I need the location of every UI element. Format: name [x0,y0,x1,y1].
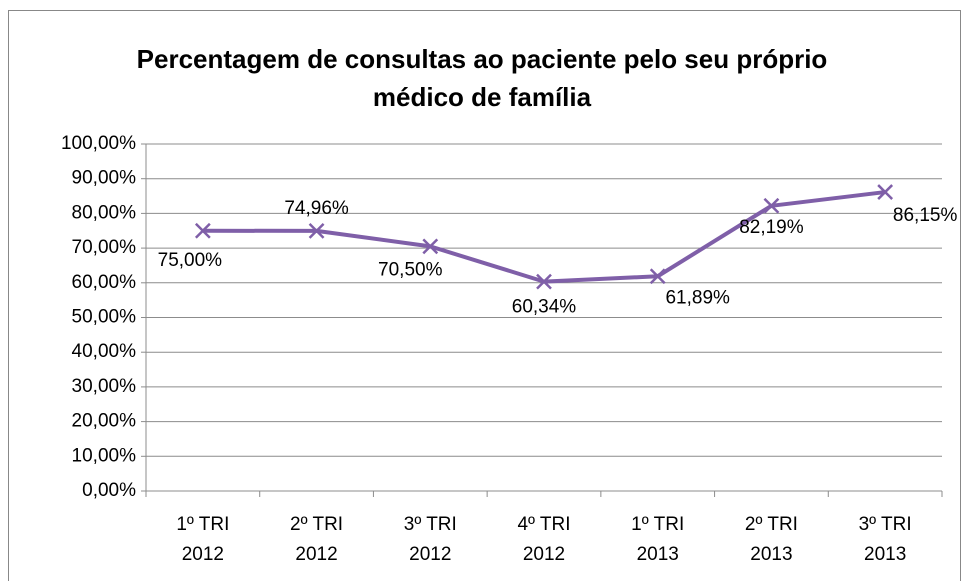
x-tick-label: 3º TRI [859,514,912,535]
data-label: 86,15% [893,205,958,226]
y-tick-label: 40,00% [72,341,137,362]
x-tick-label: 2012 [295,544,337,565]
x-tick-label: 3º TRI [404,514,457,535]
marker [877,184,894,200]
marker [422,238,439,255]
x-tick-label: 2013 [864,544,906,565]
marker [308,223,325,239]
x-tick-label: 2012 [523,544,565,565]
y-tick-label: 50,00% [72,307,137,328]
y-tick-label: 100,00% [61,133,136,154]
chart-border [8,10,961,581]
marker [763,197,780,214]
marker [194,222,211,239]
data-label: 75,00% [158,250,223,271]
x-tick-label: 2013 [637,544,679,565]
chart-title: Percentagem de consultas ao paciente pel… [136,44,828,112]
data-label: 82,19% [739,217,804,238]
y-tick-label: 0,00% [82,480,136,501]
y-tick-label: 80,00% [72,202,137,223]
y-tick-label: 60,00% [72,272,137,293]
y-tick-label: 10,00% [72,445,137,466]
x-tick-label: 1º TRI [176,514,229,535]
x-tick-label: 2º TRI [745,514,798,535]
y-tick-label: 90,00% [72,168,137,189]
y-tick-label: 20,00% [72,411,137,432]
x-tick-label: 2012 [182,544,224,565]
data-label: 60,34% [512,297,577,318]
x-tick-label: 2012 [409,544,451,565]
marker [536,273,552,290]
x-tick-label: 2013 [750,544,792,565]
x-tick-label: 1º TRI [631,514,684,535]
data-label: 61,89% [665,287,730,308]
x-tick-label: 2º TRI [290,514,343,535]
y-tick-label: 30,00% [72,376,137,397]
x-tick-label: 4º TRI [517,514,570,535]
y-tick-label: 70,00% [72,237,137,258]
data-label: 74,96% [284,198,349,219]
data-label: 70,50% [378,259,443,280]
marker [649,268,666,285]
